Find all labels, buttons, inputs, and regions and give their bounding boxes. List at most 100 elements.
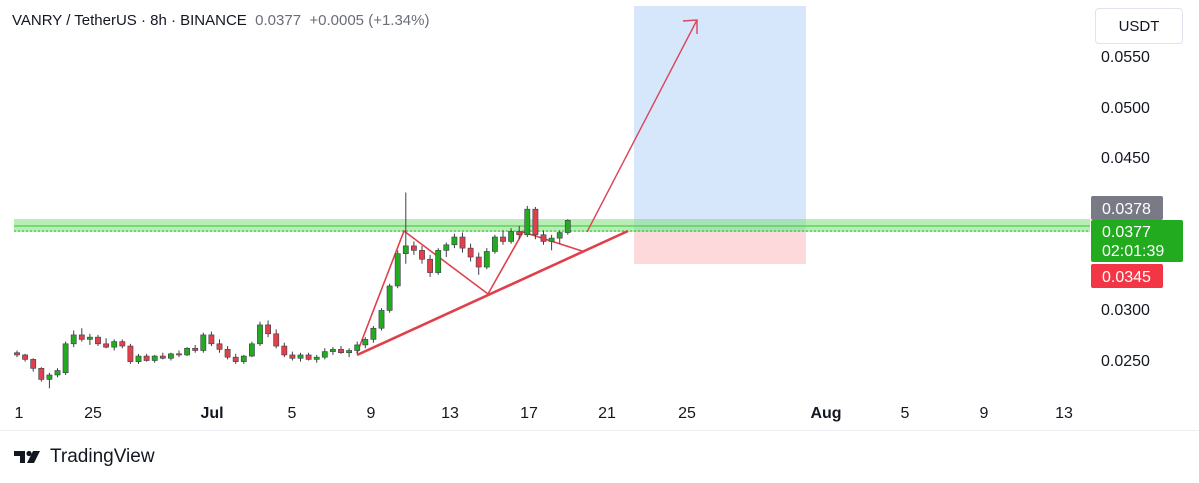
- candle: [240, 354, 247, 364]
- candle: [30, 358, 37, 372]
- tradingview-branding[interactable]: TradingView: [14, 446, 155, 468]
- candle: [297, 352, 304, 362]
- candle: [265, 320, 271, 338]
- candle-body: [297, 354, 304, 359]
- candle-body: [346, 350, 352, 354]
- candle: [524, 205, 531, 237]
- projection-arrow-head: [682, 19, 698, 34]
- candle-body: [273, 333, 280, 347]
- current-price-badge-label: 0.0377: [1102, 224, 1151, 241]
- current-price-badge: [1091, 220, 1183, 262]
- candle: [451, 233, 458, 249]
- x-tick-label: 1: [15, 405, 24, 422]
- candle: [532, 206, 539, 240]
- candle: [119, 339, 126, 349]
- chart-area[interactable]: 0.0550 0.0500 0.0450 0.0300 0.0250 0.0378 0.03…: [0, 0, 1199, 440]
- candle-body: [192, 347, 199, 351]
- candle: [200, 332, 207, 353]
- symbol-line: VANRY / TetherUS · 8h · BINANCE: [12, 12, 247, 29]
- candle: [321, 348, 328, 360]
- candle: [491, 234, 498, 254]
- candle: [548, 234, 555, 251]
- candle: [508, 228, 514, 244]
- y-tick-label: 0.0550: [1101, 49, 1150, 66]
- currency-unit-button[interactable]: USDT: [1095, 8, 1183, 44]
- candle: [78, 328, 85, 342]
- candle-body: [143, 355, 150, 361]
- candle-body: [249, 343, 255, 357]
- candle: [224, 346, 231, 360]
- candle: [14, 350, 20, 358]
- candle: [329, 347, 336, 355]
- candle: [111, 339, 118, 351]
- candle-body: [451, 236, 458, 246]
- candle-body: [338, 349, 344, 354]
- candle-body: [313, 356, 320, 360]
- candle-body: [443, 244, 450, 251]
- x-tick-label: 9: [367, 405, 376, 422]
- candle: [232, 353, 239, 364]
- candle-body: [402, 245, 409, 254]
- candle-body: [46, 374, 53, 380]
- candle: [564, 219, 571, 235]
- candle: [216, 339, 223, 353]
- candle-body: [224, 349, 231, 358]
- candle-body: [176, 353, 182, 356]
- candle: [419, 245, 425, 264]
- stop-price-badge: [1091, 264, 1163, 288]
- candle-body: [508, 231, 514, 242]
- candle: [87, 333, 93, 345]
- x-tick-label: Jul: [200, 405, 223, 422]
- candle: [394, 250, 401, 289]
- candle-body: [54, 370, 61, 376]
- candle-body: [459, 236, 466, 249]
- candle-body: [305, 354, 312, 360]
- ascending-trendline: [356, 229, 629, 357]
- candle-body: [168, 353, 174, 359]
- x-tick-label: 13: [1055, 405, 1073, 422]
- candle-body: [135, 355, 142, 362]
- candle: [257, 321, 263, 347]
- last-price: 0.0377: [255, 12, 302, 29]
- candle: [556, 230, 563, 244]
- candle-body: [257, 324, 263, 345]
- candle-body: [95, 336, 101, 345]
- candle-body: [500, 236, 506, 242]
- candle-body: [14, 352, 20, 356]
- x-tick-label: 13: [441, 405, 459, 422]
- candle-body: [548, 237, 555, 242]
- candle: [483, 248, 490, 270]
- price-change: +0.0005 (+1.34%): [309, 12, 430, 29]
- tradingview-wordmark: TradingView: [50, 446, 155, 467]
- candle-body: [208, 334, 215, 345]
- candle-body: [394, 253, 401, 287]
- x-tick-label: 25: [678, 405, 696, 422]
- x-tick-label: 21: [598, 405, 616, 422]
- candle: [402, 192, 409, 264]
- candle-body: [329, 349, 336, 352]
- candle: [338, 346, 344, 354]
- x-tick-label: 9: [980, 405, 989, 422]
- candle-body: [564, 220, 571, 233]
- candle-body: [38, 367, 45, 380]
- candle: [70, 330, 77, 348]
- candle-body: [22, 354, 28, 360]
- candle-body: [354, 344, 361, 351]
- candle: [273, 329, 280, 349]
- bottom-divider: [0, 430, 1199, 431]
- candle: [410, 241, 417, 255]
- candle: [184, 347, 190, 357]
- candle: [435, 248, 442, 275]
- candle-body: [540, 234, 547, 242]
- symbol-header: VANRY / TetherUS · 8h · BINANCE 0.0377 +…: [12, 12, 429, 29]
- candle-body: [265, 324, 271, 335]
- candle-body: [410, 245, 417, 251]
- candle: [159, 352, 166, 360]
- price-chart[interactable]: 0.0550 0.0500 0.0450 0.0300 0.0250 0.0378 0.03…: [0, 0, 1199, 440]
- projection-arrow: [586, 19, 698, 233]
- candle: [305, 352, 312, 361]
- candle-body: [111, 341, 118, 348]
- candle: [127, 343, 134, 364]
- candle: [378, 308, 385, 331]
- candle-body: [184, 347, 190, 356]
